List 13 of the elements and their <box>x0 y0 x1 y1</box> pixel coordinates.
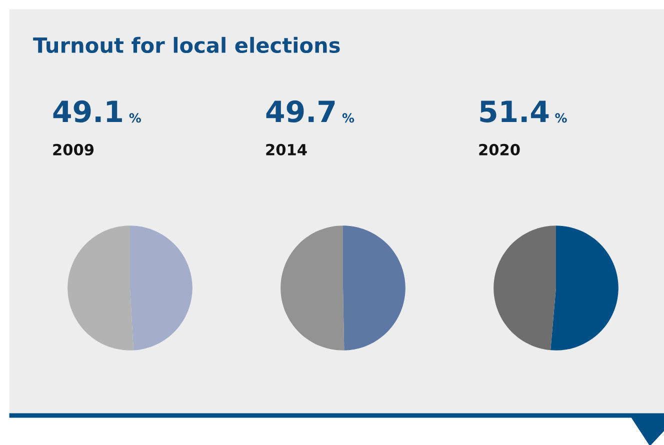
pie-slice <box>130 226 192 350</box>
pie-slice <box>550 226 618 350</box>
chart-subtitle: 2014 <box>266 144 307 156</box>
chart-title: 49.7 % <box>266 100 354 123</box>
chart-subtitle: 2009 <box>53 144 94 156</box>
pie-slice <box>343 226 406 350</box>
pie-slice <box>280 226 344 350</box>
pie-slice <box>494 226 556 350</box>
chart-title: 51.4 % <box>480 100 567 123</box>
chart-title: 49.1 % <box>53 100 141 123</box>
chart-subtitle: 2020 <box>479 144 520 156</box>
pie-slice <box>68 226 134 350</box>
text: Turnout for local elections <box>33 36 340 54</box>
